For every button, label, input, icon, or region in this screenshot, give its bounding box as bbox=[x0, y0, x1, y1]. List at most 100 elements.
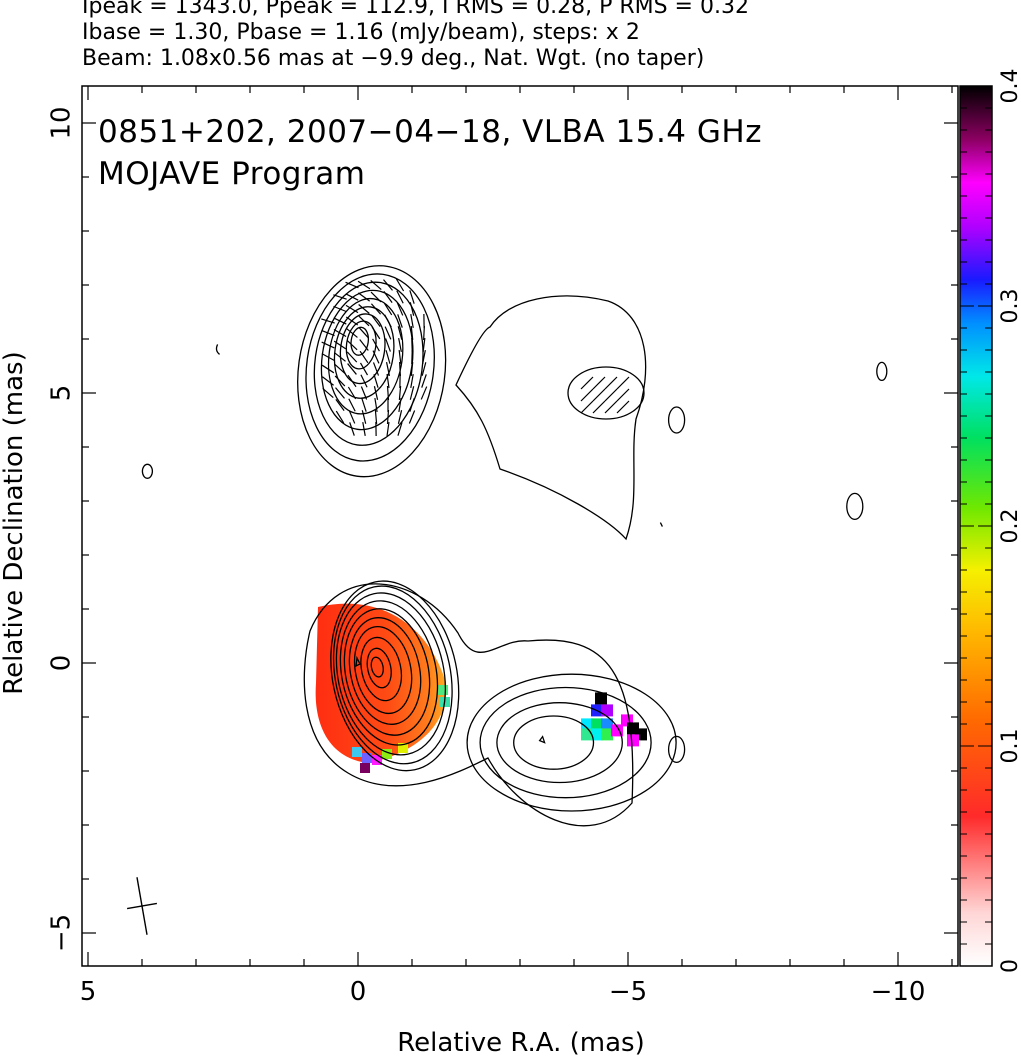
pol-vector-4-1 bbox=[357, 280, 371, 290]
polarization-jet-region bbox=[581, 692, 647, 747]
pol-vector-4-7 bbox=[359, 350, 369, 364]
polarization-knot-pixel-10 bbox=[595, 692, 607, 705]
chart-title: 0851+202, 2007−04−18, VLBA 15.4 GHz bbox=[98, 114, 762, 150]
jet-outer-contour bbox=[303, 583, 634, 827]
y-axis-label: Relative Declination (mas) bbox=[0, 351, 29, 695]
pol-vector-6-3 bbox=[383, 302, 393, 316]
lobe-contour-5 bbox=[327, 297, 404, 415]
lobe-outer-contour bbox=[455, 295, 647, 541]
pol-vector-3-2 bbox=[345, 293, 359, 301]
pol-vector-7-1 bbox=[395, 278, 405, 292]
polarization-knot-pixel-6 bbox=[601, 728, 613, 741]
pol-vector-3-4 bbox=[345, 316, 359, 326]
pol-vector-1-7 bbox=[321, 353, 335, 361]
pol-vector-3-9 bbox=[347, 374, 357, 388]
polarization-knot-pixel-7 bbox=[611, 724, 623, 737]
pol-vector-5-8 bbox=[372, 362, 380, 376]
polarization-pixel-7 bbox=[398, 743, 408, 753]
colorbar-tick-label: 0 bbox=[998, 959, 1021, 973]
polarization-knot-pixel-9 bbox=[601, 704, 613, 717]
pol-vector-8-11 bbox=[409, 398, 415, 412]
pol-vector-knot-1-1 bbox=[592, 388, 606, 402]
pol-vector-2-12 bbox=[335, 410, 345, 424]
pol-vector-3-13 bbox=[349, 422, 355, 436]
polarization-pixel-6 bbox=[382, 749, 392, 759]
pol-vector-2-8 bbox=[334, 363, 346, 375]
pol-vector-1-5 bbox=[321, 329, 335, 337]
pol-vector-3-8 bbox=[347, 363, 357, 375]
polarization-pixel-3 bbox=[352, 747, 362, 757]
pol-vector-2-7 bbox=[334, 352, 346, 362]
pol-vector-7-11 bbox=[398, 397, 402, 413]
pol-vector-7-4 bbox=[397, 314, 403, 328]
pol-vector-knot-1-2 bbox=[592, 400, 606, 414]
pol-vector-2-10 bbox=[335, 387, 345, 399]
pol-vector-7-5 bbox=[397, 326, 403, 340]
pol-vector-knot-2-1 bbox=[604, 388, 618, 402]
pol-vector-7-7 bbox=[398, 349, 402, 365]
pol-vector-3-1 bbox=[345, 281, 359, 289]
header-line-3: Beam: 1.08x0.56 mas at −9.9 deg., Nat. W… bbox=[82, 46, 705, 71]
core-contour-1 bbox=[330, 580, 460, 772]
lobe-contour-6 bbox=[333, 306, 395, 399]
pol-vector-3-7 bbox=[346, 351, 358, 363]
core-contour-4 bbox=[339, 600, 439, 746]
pol-vector-2-11 bbox=[335, 398, 345, 412]
isolated-contour-4 bbox=[141, 463, 154, 479]
pol-vector-2-6 bbox=[333, 340, 347, 350]
y-tick-label: −5 bbox=[47, 914, 77, 952]
pol-vector-9-8 bbox=[421, 362, 427, 376]
isolated-contour-1 bbox=[667, 406, 686, 434]
pol-vector-2-4 bbox=[333, 317, 347, 325]
core-contour-10 bbox=[370, 656, 384, 678]
pol-vector-3-6 bbox=[346, 339, 358, 351]
pol-vector-7-8 bbox=[399, 361, 401, 377]
jet-contour-3 bbox=[496, 702, 623, 784]
pol-vector-5-11 bbox=[374, 397, 378, 413]
core-contour-3 bbox=[335, 592, 447, 756]
pol-vector-2-9 bbox=[334, 375, 346, 387]
polarization-knot-pixel-5 bbox=[591, 728, 603, 741]
core-contour-7 bbox=[353, 625, 413, 715]
pol-vector-knot-0-2 bbox=[580, 400, 594, 414]
pol-vector-4-10 bbox=[360, 386, 368, 400]
pol-vector-5-5 bbox=[371, 326, 381, 340]
core-contour-9 bbox=[366, 647, 392, 689]
pol-vector-8-2 bbox=[409, 290, 415, 304]
lobe-contour-9 bbox=[350, 326, 370, 356]
pol-vector-5-1 bbox=[370, 279, 382, 291]
header-line-2: Ibase = 1.30, Pbase = 1.16 (mJy/beam), s… bbox=[82, 20, 640, 45]
pol-vector-3-5 bbox=[346, 328, 358, 338]
pol-vector-4-12 bbox=[361, 410, 367, 424]
pol-vector-2-5 bbox=[333, 328, 347, 338]
y-tick-label: 5 bbox=[47, 385, 77, 402]
core-contour-5 bbox=[343, 608, 431, 736]
y-tick-label: 10 bbox=[47, 106, 77, 139]
lobe-contour-3 bbox=[313, 281, 424, 446]
polarization-knot-pixel-1 bbox=[581, 718, 593, 731]
pol-vector-4-4 bbox=[358, 315, 370, 327]
pol-vector-6-13 bbox=[386, 421, 390, 437]
pol-vector-8-3 bbox=[409, 302, 415, 316]
pol-vector-4-13 bbox=[362, 422, 366, 436]
pol-vector-knot-2-0 bbox=[604, 376, 618, 390]
pol-vector-7-12 bbox=[397, 410, 403, 424]
pol-vector-9-7 bbox=[422, 350, 426, 364]
header-line-1: Ipeak = 1343.0, Ppeak = 112.9, I RMS = 0… bbox=[82, 0, 749, 19]
pol-vector-7-2 bbox=[396, 290, 404, 304]
pol-vector-9-10 bbox=[420, 386, 428, 400]
lobe-contours bbox=[141, 265, 888, 764]
pol-vector-knot-3-1 bbox=[616, 388, 630, 402]
pol-vector-4-8 bbox=[359, 362, 369, 376]
pol-vector-knot-3-0 bbox=[616, 376, 630, 390]
pol-vector-9-5 bbox=[423, 325, 425, 341]
pol-vector-9-6 bbox=[422, 337, 426, 353]
polarization-knot-pixel-3 bbox=[601, 718, 613, 731]
pol-vector-6-4 bbox=[384, 314, 392, 328]
isolated-contour-6 bbox=[215, 344, 221, 355]
pol-vector-8-4 bbox=[410, 314, 414, 328]
polarization-pixel-1 bbox=[438, 685, 448, 695]
lobe-contour-1 bbox=[297, 265, 447, 478]
pol-vector-9-9 bbox=[421, 374, 427, 388]
